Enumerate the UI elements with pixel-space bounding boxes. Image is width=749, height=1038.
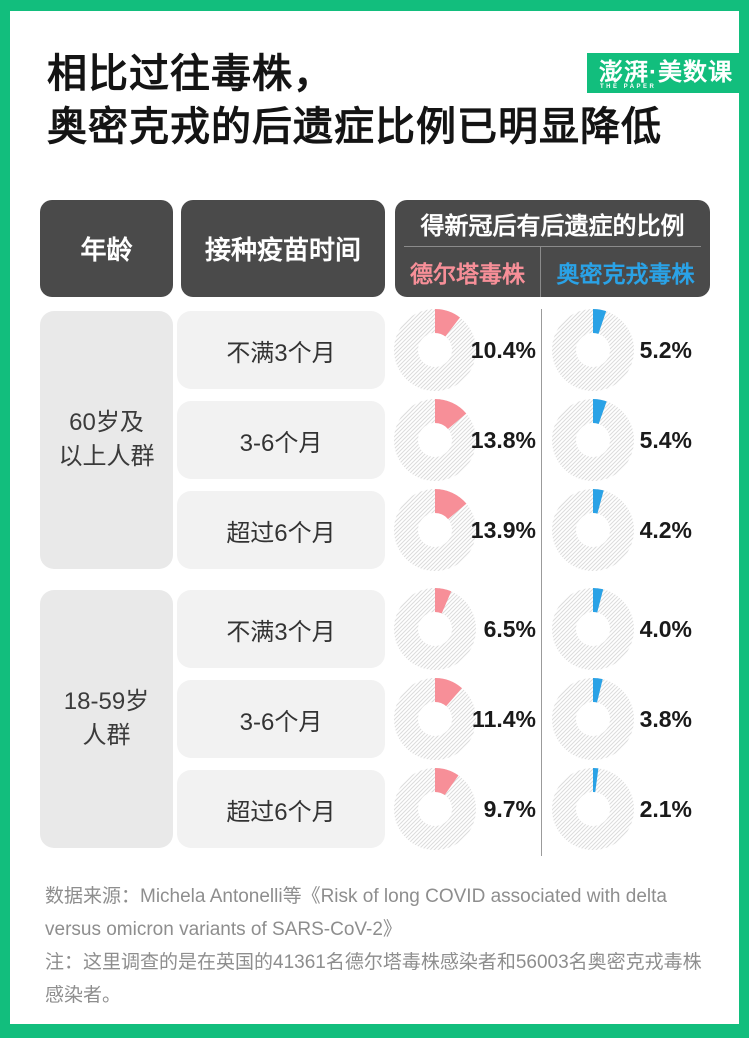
donut-value-slice — [593, 588, 604, 613]
omicron-donut-chart — [552, 588, 634, 670]
donut-value-slice — [435, 399, 467, 429]
omicron-percent-label: 3.8% — [639, 705, 692, 732]
rate-header-vertical-divider — [540, 247, 541, 297]
omicron-donut-chart — [552, 768, 634, 850]
age-group-cell: 60岁及以上人群 — [40, 311, 173, 569]
delta-percent-label: 10.4% — [470, 336, 536, 363]
brand-logo: 澎湃·美数课 THE PAPER — [587, 53, 749, 93]
survey-note: 注：这里调查的是在英国的41361名德尔塔毒株感染者和56003名奥密克戎毒株感… — [45, 952, 702, 1006]
age-group-label-line: 18-59岁 — [63, 688, 150, 715]
vaccine-time-cell: 3-6个月 — [177, 680, 385, 758]
delta-donut-chart — [394, 309, 476, 391]
age-group-label-line: 人群 — [82, 722, 131, 749]
donut-value-slice — [593, 489, 604, 514]
donut-value-slice — [435, 489, 467, 520]
delta-percent-label: 9.7% — [483, 795, 536, 822]
rate-header-title: 得新冠后有后遗症的比例 — [420, 212, 685, 240]
omicron-donut-chart — [552, 678, 634, 760]
donut-value-slice — [593, 309, 607, 334]
donut-value-slice — [435, 588, 452, 614]
donut-value-slice — [435, 309, 460, 337]
page-title: 相比过往毒株， 奥密克戎的后遗症比例已明显降低 — [47, 48, 662, 154]
delta-donut-chart — [394, 489, 476, 571]
age-group-label-line: 60岁及 — [69, 409, 144, 436]
delta-donut-chart — [394, 678, 476, 760]
data-source-note: 数据来源：Michela Antonelli等《Risk of long COV… — [45, 886, 667, 940]
vaccine-time-cell: 不满3个月 — [177, 590, 385, 668]
page-title-line1: 相比过往毒株， — [47, 52, 334, 96]
brand-logo-text: 澎湃·美数课 — [599, 59, 733, 86]
delta-omicron-column-divider — [541, 309, 542, 856]
donut-value-slice — [593, 678, 603, 703]
omicron-percent-label: 4.0% — [639, 615, 692, 642]
delta-donut-chart — [394, 768, 476, 850]
footer: 数据来源：Michela Antonelli等《Risk of long COV… — [45, 880, 717, 1012]
delta-percent-label: 13.8% — [470, 426, 536, 453]
rate-header-subrow: 德尔塔毒株 奥密克戎毒株 — [395, 247, 710, 297]
legend-omicron: 奥密克戎毒株 — [556, 261, 695, 287]
omicron-percent-label: 5.4% — [639, 426, 692, 453]
delta-percent-label: 6.5% — [483, 615, 536, 642]
column-header-rate: 得新冠后有后遗症的比例 德尔塔毒株 奥密克戎毒株 — [395, 200, 710, 297]
donut-value-slice — [435, 678, 462, 707]
column-header-age: 年龄 — [40, 200, 173, 297]
omicron-percent-label: 5.2% — [639, 336, 692, 363]
omicron-percent-label: 2.1% — [639, 795, 692, 822]
donut-value-slice — [593, 768, 599, 793]
delta-donut-chart — [394, 399, 476, 481]
age-group-cell: 18-59岁 人群 — [40, 590, 173, 848]
age-group-label-line: 以上人群 — [58, 443, 155, 470]
vaccine-time-cell: 不满3个月 — [177, 311, 385, 389]
donut-value-slice — [593, 399, 607, 424]
delta-donut-chart — [394, 588, 476, 670]
omicron-percent-label: 4.2% — [639, 516, 692, 543]
rate-header-divider — [404, 246, 701, 247]
vaccine-time-cell: 3-6个月 — [177, 401, 385, 479]
delta-percent-label: 13.9% — [470, 516, 536, 543]
vaccine-time-cell: 超过6个月 — [177, 491, 385, 569]
omicron-donut-chart — [552, 489, 634, 571]
omicron-donut-chart — [552, 309, 634, 391]
legend-delta: 德尔塔毒株 — [410, 261, 525, 287]
page-title-line2: 奥密克戎的后遗症比例已明显降低 — [47, 105, 662, 149]
delta-percent-label: 11.4% — [472, 705, 536, 732]
brand-logo-subtext: THE PAPER — [600, 84, 657, 90]
donut-value-slice — [435, 768, 459, 796]
omicron-donut-chart — [552, 399, 634, 481]
vaccine-time-cell: 超过6个月 — [177, 770, 385, 848]
column-header-vaccine-time: 接种疫苗时间 — [181, 200, 385, 297]
